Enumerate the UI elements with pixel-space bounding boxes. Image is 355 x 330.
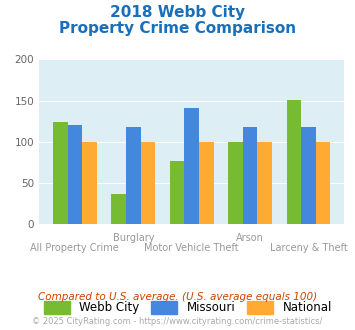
- Bar: [199, 142, 214, 224]
- Bar: [141, 142, 155, 224]
- Bar: [301, 127, 316, 224]
- Text: Larceny & Theft: Larceny & Theft: [270, 243, 348, 252]
- Text: All Property Crime: All Property Crime: [31, 243, 119, 252]
- Bar: [286, 100, 301, 224]
- Bar: [67, 125, 82, 224]
- Bar: [257, 142, 272, 224]
- Text: Motor Vehicle Theft: Motor Vehicle Theft: [144, 243, 239, 252]
- Bar: [82, 142, 97, 224]
- Text: Property Crime Comparison: Property Crime Comparison: [59, 21, 296, 36]
- Legend: Webb City, Missouri, National: Webb City, Missouri, National: [39, 296, 337, 319]
- Bar: [53, 122, 67, 224]
- Bar: [316, 142, 331, 224]
- Text: © 2025 CityRating.com - https://www.cityrating.com/crime-statistics/: © 2025 CityRating.com - https://www.city…: [32, 317, 323, 326]
- Text: Burglary: Burglary: [113, 233, 154, 243]
- Bar: [243, 127, 257, 224]
- Text: Compared to U.S. average. (U.S. average equals 100): Compared to U.S. average. (U.S. average …: [38, 292, 317, 302]
- Bar: [111, 194, 126, 224]
- Text: 2018 Webb City: 2018 Webb City: [110, 5, 245, 20]
- Bar: [170, 161, 184, 224]
- Bar: [126, 127, 141, 224]
- Text: Arson: Arson: [236, 233, 264, 243]
- Bar: [184, 108, 199, 224]
- Bar: [228, 142, 243, 224]
